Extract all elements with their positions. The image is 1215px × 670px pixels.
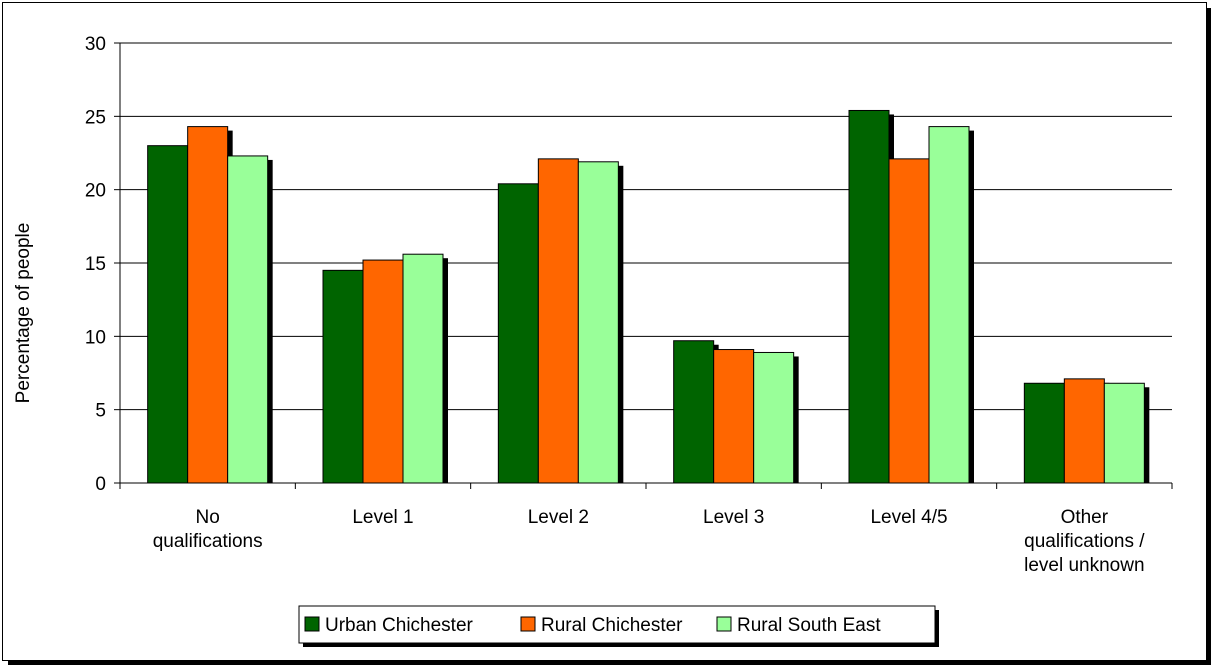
bar bbox=[928, 126, 970, 484]
bar bbox=[1103, 382, 1145, 484]
legend-label: Urban Chichester bbox=[325, 615, 474, 636]
x-tick-label: Level 3 bbox=[703, 507, 764, 528]
bar bbox=[147, 145, 189, 484]
y-tick-label: 20 bbox=[85, 181, 106, 202]
y-tick-label: 10 bbox=[85, 327, 106, 348]
y-axis-label: Percentage of people bbox=[13, 223, 34, 404]
bar bbox=[753, 351, 795, 484]
bar bbox=[888, 158, 930, 484]
bar bbox=[187, 126, 229, 484]
legend: Urban Chichester Rural Chichester Rural So… bbox=[298, 605, 939, 647]
bar bbox=[1063, 378, 1105, 484]
x-tick-label: Level 4/5 bbox=[870, 507, 947, 528]
legend-label: Rural Chichester bbox=[541, 615, 683, 636]
bar bbox=[537, 158, 579, 484]
bar bbox=[227, 155, 269, 484]
y-tick-label: 0 bbox=[95, 474, 106, 495]
x-tick-label: No qualifications bbox=[153, 507, 263, 552]
bar bbox=[362, 259, 404, 484]
gridlines bbox=[120, 42, 1172, 411]
bar bbox=[713, 349, 755, 484]
bar bbox=[1023, 382, 1065, 484]
legend-swatch bbox=[304, 616, 320, 632]
bar bbox=[402, 253, 444, 484]
bar bbox=[848, 109, 890, 484]
legend-swatch bbox=[716, 616, 732, 632]
bar bbox=[577, 161, 619, 484]
bar-chart: 0 5 10 15 20 25 30 No qualifications Level 1 Level… bbox=[13, 34, 1173, 647]
bars bbox=[147, 109, 1150, 484]
bar bbox=[322, 269, 364, 484]
tick-labels: 0 5 10 15 20 25 30 No qualifications Level 1 Level… bbox=[85, 34, 1145, 576]
x-tick-label: Level 1 bbox=[352, 507, 413, 528]
legend-swatch bbox=[520, 616, 536, 632]
legend-box bbox=[298, 605, 936, 644]
y-tick-label: 5 bbox=[95, 401, 106, 422]
y-tick-label: 25 bbox=[85, 107, 106, 128]
chart-frame: 0 5 10 15 20 25 30 No qualifications Level 1 Level… bbox=[2, 2, 1207, 661]
x-tick-label: Level 2 bbox=[528, 507, 589, 528]
axes bbox=[114, 42, 1173, 489]
bar bbox=[673, 340, 715, 484]
y-tick-label: 15 bbox=[85, 254, 106, 275]
bar bbox=[497, 183, 539, 484]
y-tick-label: 30 bbox=[85, 34, 106, 55]
legend-label: Rural South East bbox=[737, 615, 881, 636]
x-tick-label: Other qualifications / level unknown bbox=[1024, 507, 1145, 576]
